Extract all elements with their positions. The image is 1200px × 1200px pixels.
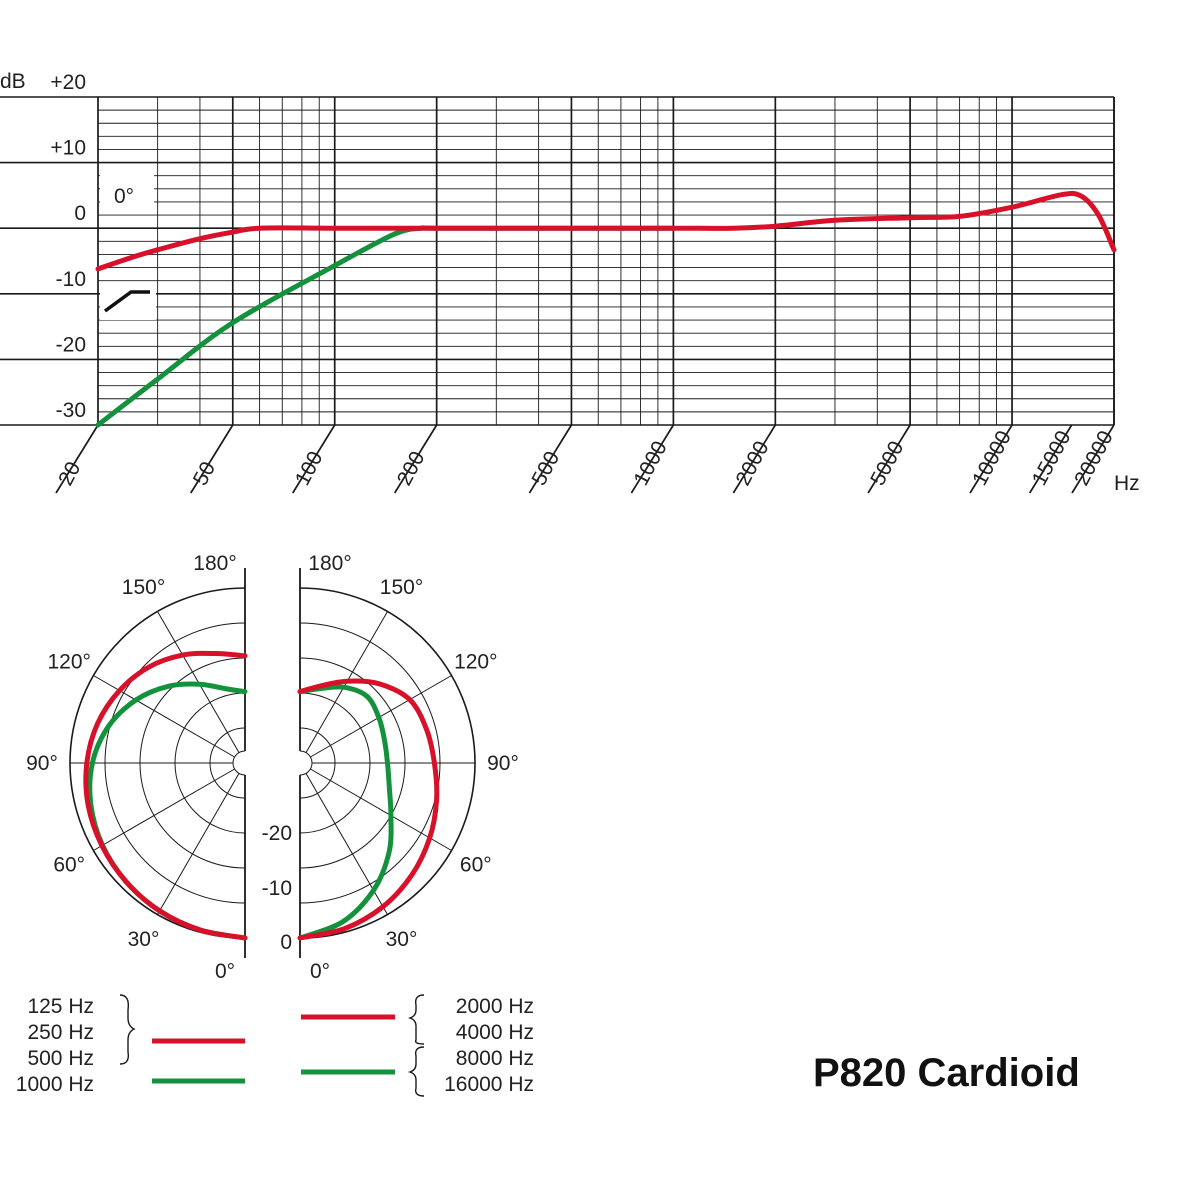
x-tick-mark (867, 424, 911, 494)
y-tick-label: +20 (50, 71, 86, 94)
polar-angle-label-right: 0° (310, 960, 330, 983)
x-tick-label: 200 (393, 448, 430, 490)
x-tick-label: 500 (528, 448, 565, 490)
polar-angle-label-left: 180° (193, 552, 236, 575)
polar-angle-label-left: 150° (122, 576, 165, 599)
x-tick-label: 15000 (1028, 427, 1076, 489)
legend-label-left: 1000 Hz (16, 1073, 94, 1096)
x-tick-mark (190, 424, 234, 494)
legend-brace-left (119, 994, 136, 1065)
response-curve-red (95, 190, 1117, 272)
y-unit-label: dB (0, 70, 26, 93)
legend-brace-right-red (407, 994, 425, 1045)
polar-spoke-left (157, 773, 240, 915)
x-tick-mark (528, 424, 573, 494)
frequency-response-labels: 20 50 100 200 500 1000 2000 5000 10000 1500020000… (0, 70, 1140, 495)
legend-label-right: 8000 Hz (456, 1047, 534, 1070)
polar-angle-label-left: 30° (128, 928, 160, 951)
x-tick-label: 10000 (968, 427, 1016, 489)
polar-angle-label-right: 30° (386, 928, 418, 951)
polar-spoke-right (305, 773, 388, 915)
polar-spoke-left (93, 768, 235, 851)
polar-spoke-left (93, 675, 235, 758)
x-tick-label: 1000 (629, 437, 671, 489)
legend-label-right: 2000 Hz (456, 995, 534, 1018)
polar-angle-label-left: 60° (53, 854, 85, 877)
y-tick-label: -10 (56, 268, 86, 291)
polar-curve-left-red (83, 650, 248, 941)
x-tick-mark (393, 424, 438, 494)
x-tick-mark (732, 424, 777, 494)
polar-ring-label: 0 (280, 931, 292, 954)
legend-label-left: 500 Hz (27, 1047, 94, 1070)
x-tick-mark (291, 424, 336, 494)
polar-angle-label-right: 120° (454, 651, 497, 674)
x-tick-mark (630, 424, 675, 494)
chart-title: P820 Cardioid (813, 1051, 1080, 1095)
legend-label-left: 125 Hz (27, 995, 94, 1018)
polar-ring-label: -20 (262, 822, 292, 845)
low-cut-icon (103, 290, 150, 313)
x-unit-label: Hz (1114, 472, 1140, 495)
polar-pattern: 180° 150° 120° 90° 60° 30° 0° 180° 150° 120° 90° 60… (26, 552, 519, 983)
polar-angle-label-left: 0° (215, 960, 235, 983)
polar-curve-right-green (297, 684, 394, 941)
low-cut-box (100, 284, 156, 320)
frequency-response-curves (95, 190, 1117, 428)
legend-label-left: 250 Hz (27, 1021, 94, 1044)
x-tick-label: 2000 (731, 437, 773, 489)
y-tick-label: -30 (56, 399, 86, 422)
polar-angle-label-right: 60° (460, 854, 492, 877)
legend-label-right: 16000 Hz (444, 1073, 534, 1096)
x-tick-label: 20000 (1070, 427, 1118, 489)
polar-ring-right (299, 750, 313, 776)
polar-angle-label-left: 90° (26, 752, 58, 775)
x-tick-label: 5000 (866, 437, 908, 489)
x-tick-mark (1028, 424, 1073, 494)
response-curve-green (95, 225, 676, 428)
y-tick-label: -20 (56, 333, 86, 356)
x-tick-label: 50 (189, 458, 220, 489)
x-tick-label: 20 (54, 458, 85, 489)
polar-curve-right-red (297, 678, 440, 941)
x-tick-mark (1071, 424, 1115, 494)
polar-angle-label-right: 90° (487, 752, 519, 775)
polar-ring-label: -10 (262, 877, 292, 900)
polar-angle-label-right: 150° (380, 576, 423, 599)
frequency-response-grid (0, 96, 1115, 494)
x-tick-mark (969, 424, 1013, 494)
y-tick-label: +10 (50, 137, 86, 160)
angle-label: 0° (114, 185, 134, 208)
y-tick-label: 0 (74, 202, 86, 225)
legend: 125 Hz 250 Hz 500 Hz 1000 Hz 2000 Hz 4000 Hz 8… (16, 994, 534, 1097)
angle-label-box (100, 175, 154, 213)
polar-angle-label-left: 120° (47, 651, 90, 674)
legend-brace-right-green (407, 1046, 425, 1097)
x-tick-mark (55, 424, 99, 494)
x-tick-label: 100 (291, 448, 328, 490)
legend-label-right: 4000 Hz (456, 1021, 534, 1044)
polar-ring-left (232, 750, 246, 776)
polar-angle-label-right: 180° (308, 552, 351, 575)
